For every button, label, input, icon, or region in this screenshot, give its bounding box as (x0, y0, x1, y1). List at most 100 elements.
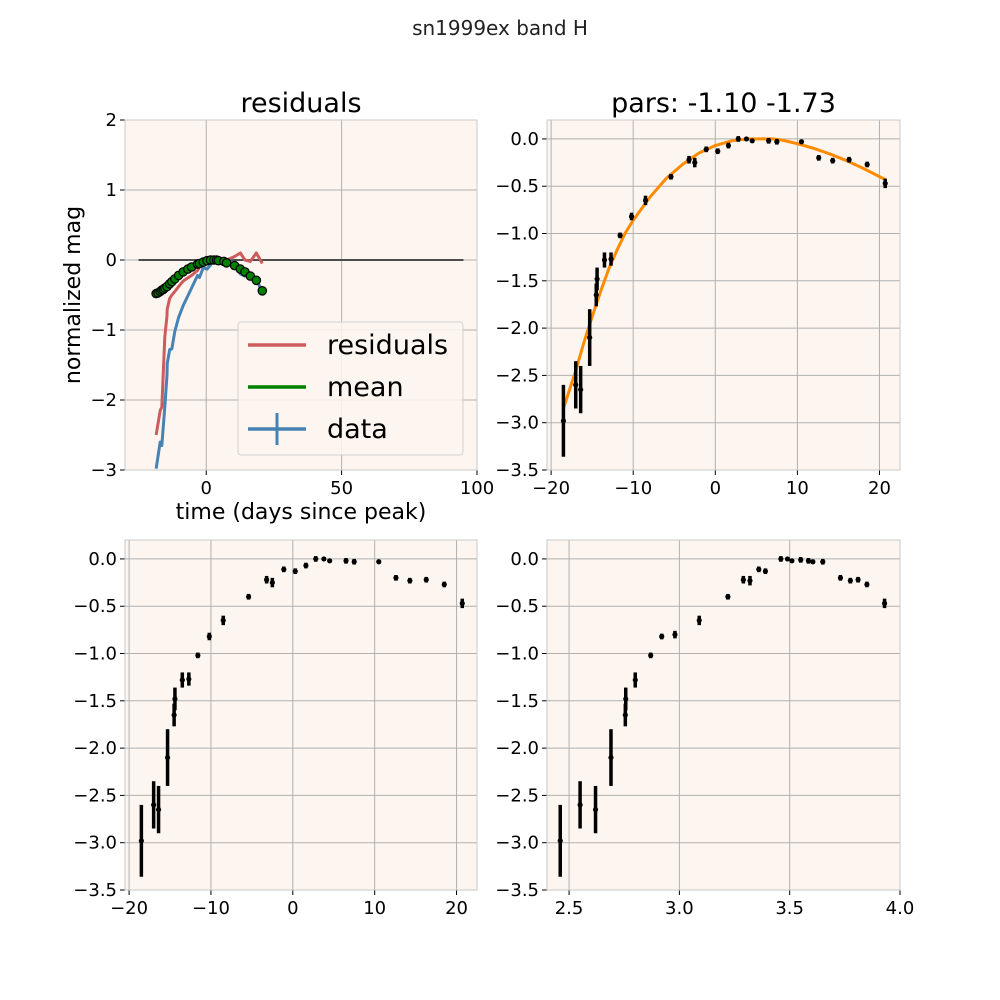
y-tick-label: −3.5 (495, 460, 539, 481)
panel-background (547, 540, 900, 890)
data-point (601, 257, 608, 263)
x-axis-label: time (days since peak) (176, 500, 427, 525)
plot-area (560, 136, 888, 457)
plot-area (138, 251, 464, 469)
x-tick-label: 3.5 (775, 898, 804, 919)
data-point (608, 754, 614, 761)
data-point (313, 556, 319, 562)
panel-title: residuals (240, 88, 361, 119)
x-tick-label: 0 (287, 898, 298, 919)
data-point (623, 696, 629, 702)
y-tick-label: −2.0 (73, 738, 117, 759)
panel-pars: −20 −10 0 10 20 0.0 −0.5 −1.0 −1.5 −2.0 −2.5 −3.0 −3… (495, 88, 901, 499)
data-point (269, 579, 275, 586)
panel-time-panel: −20 −10 0 10 20 0.0 −0.5 −1.0 −1.5 −2.0 −2.5 −3.0 −3… (73, 539, 478, 919)
y-tick-label: −2.5 (495, 365, 539, 386)
data-point (138, 838, 144, 844)
data-point (798, 557, 804, 563)
data-point (743, 136, 750, 142)
data-point (155, 806, 162, 813)
data-point (594, 276, 600, 282)
data-point (303, 562, 309, 569)
data-point (423, 577, 429, 583)
data-point (648, 652, 654, 659)
data-point (587, 334, 593, 341)
panel-background (125, 540, 477, 890)
x-tick-label: −10 (192, 898, 230, 919)
y-tick-label: −3.5 (73, 880, 117, 901)
data-point (351, 559, 357, 565)
y-tick-label: −3.5 (495, 880, 539, 901)
y-tick-label: −2 (90, 390, 117, 411)
y-tick-label: −2.0 (495, 738, 539, 759)
y-tick-label: −2.5 (495, 785, 539, 806)
data-point (810, 559, 816, 565)
data-point (715, 148, 721, 154)
data-point (151, 802, 157, 808)
y-tick-label: −0.5 (495, 596, 539, 617)
y-tick-label: −2.0 (495, 318, 539, 339)
data-point (864, 581, 870, 588)
x-tick-label: 10 (786, 478, 809, 499)
legend-box (237, 321, 464, 456)
x-tick-label: 10 (363, 898, 386, 919)
data-point (798, 139, 805, 145)
data-point (735, 136, 741, 142)
data-point (393, 575, 399, 581)
data-point (805, 558, 812, 564)
data-point (459, 600, 465, 606)
x-tick-label: 100 (460, 478, 494, 499)
data-point (195, 652, 201, 659)
y-tick-label: −1.5 (73, 691, 117, 712)
x-tick-label: 2.5 (555, 898, 584, 919)
x-tick-label: 0 (710, 478, 721, 499)
data-point (592, 806, 599, 813)
panel-frame (124, 119, 478, 471)
y-tick-label: −1.0 (495, 224, 539, 245)
data-point (756, 566, 762, 572)
y-tick-label: −3.0 (73, 833, 117, 854)
data-point (820, 559, 826, 565)
data-point (855, 577, 861, 583)
y-tick-label: −2.5 (73, 785, 117, 806)
x-tick-label: 20 (868, 478, 891, 499)
data-point (692, 159, 698, 166)
panel-frame (124, 539, 478, 891)
mean-point (251, 275, 262, 286)
x-tick-label: −20 (532, 478, 570, 499)
y-tick-label: −3.0 (495, 413, 539, 434)
legend-label-mean: mean (327, 372, 404, 403)
legend: residuals mean data (237, 321, 464, 456)
data-point (292, 568, 298, 574)
data-point (593, 292, 599, 298)
y-tick-label: 0 (106, 250, 117, 271)
data-point (725, 142, 732, 149)
data-point (321, 556, 327, 562)
panel-frame (546, 539, 901, 891)
data-point (864, 161, 870, 168)
panel-background (547, 120, 900, 470)
data-point (784, 556, 791, 562)
panel-frame (546, 119, 901, 471)
y-tick-label: −3 (90, 460, 117, 481)
x-tick-label: 3.0 (665, 898, 694, 919)
y-tick-label: −1.5 (495, 271, 539, 292)
y-tick-label: 1 (106, 180, 117, 201)
panel-log-panel: 2.5 3.0 3.5 4.0 0.0 −0.5 −1.0 −1.5 −2.0 −2.5 −3.0 −… (495, 539, 914, 919)
mean-point (257, 285, 268, 296)
data-point (220, 617, 226, 624)
panel-title: pars: -1.10 -1.73 (611, 88, 836, 119)
data-point (179, 677, 185, 683)
x-tick-label: −10 (614, 478, 652, 499)
data-point (617, 232, 623, 239)
figure-title: sn1999ex band H (412, 16, 588, 40)
data-point (642, 197, 649, 204)
y-tick-label: −3.0 (495, 833, 539, 854)
y-tick-label: −1.5 (495, 691, 539, 712)
plot-area (138, 556, 465, 877)
y-tick-label: 2 (106, 110, 117, 131)
x-tick-label: 20 (445, 898, 468, 919)
data-point (206, 633, 212, 640)
data-point (846, 157, 852, 163)
